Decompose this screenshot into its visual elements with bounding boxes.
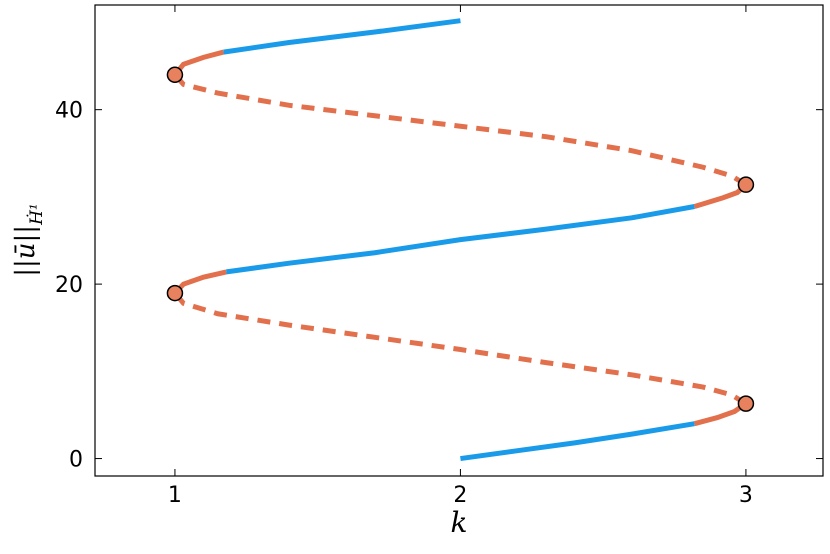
stable-branch bbox=[223, 18, 461, 55]
x-tick-label: 3 bbox=[739, 483, 753, 508]
fold-point bbox=[166, 284, 184, 302]
y-tick-label: 40 bbox=[55, 99, 83, 124]
stable-branch bbox=[225, 204, 695, 275]
x-tick-label: 2 bbox=[453, 483, 467, 508]
plot-frame bbox=[94, 4, 824, 477]
stable-branch bbox=[693, 401, 748, 427]
y-tick-label: 0 bbox=[69, 448, 83, 473]
unstable-branch bbox=[173, 291, 748, 406]
y-axis-label: ||ū||Ḣ¹ bbox=[11, 203, 47, 276]
stable-branch bbox=[693, 182, 748, 209]
unstable-branch bbox=[173, 73, 748, 187]
x-tick-label: 1 bbox=[168, 483, 182, 508]
fold-point bbox=[737, 176, 755, 193]
fold-point bbox=[166, 66, 184, 84]
stable-branch bbox=[460, 421, 695, 462]
y-label-main: ||ū|| bbox=[11, 225, 41, 277]
fold-point bbox=[737, 395, 755, 412]
y-tick-label: 20 bbox=[55, 273, 83, 298]
y-label-subscript: Ḣ¹ bbox=[26, 203, 47, 226]
stable-branch bbox=[173, 269, 227, 295]
x-axis-label: k bbox=[451, 506, 468, 539]
